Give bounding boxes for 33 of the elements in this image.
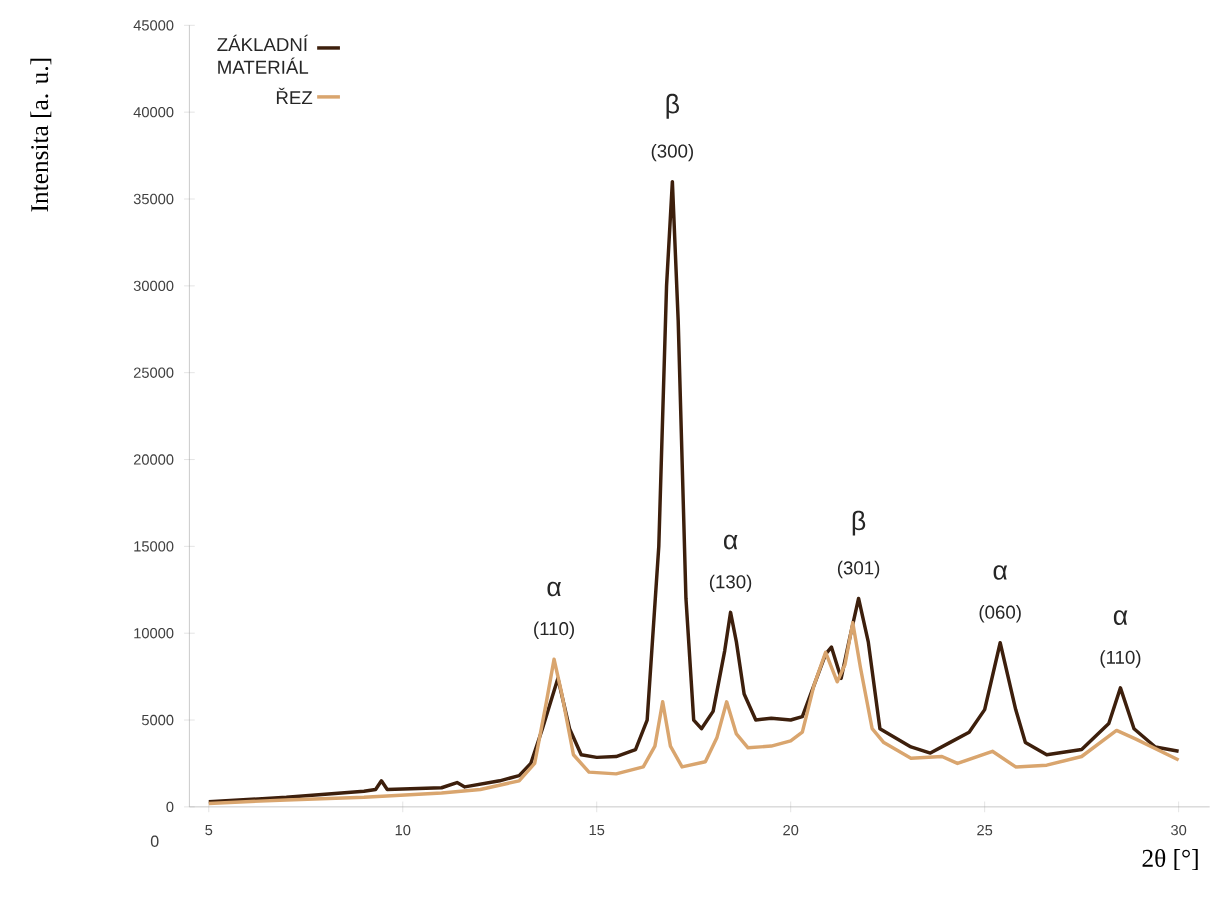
x-tick-label: 5 [205, 825, 213, 836]
annotation: (110) [1100, 650, 1141, 668]
y-tick-label: 25000 [133, 367, 174, 379]
legend-label: ZÁKLADNÍ MATERIÁL [217, 35, 309, 74]
y-tick-label: 10000 [134, 628, 174, 639]
annotation: α [723, 535, 738, 550]
x-axis-title: 2θ [°] [1142, 849, 1198, 871]
x-tick-label: 15 [589, 825, 605, 836]
y-axis-title: Intensita [a. u.] [30, 59, 52, 212]
x-tick-label: 20 [783, 825, 799, 836]
annotation: (060) [979, 605, 1021, 623]
x-tick-label: 25 [977, 825, 993, 836]
y-tick-label: 45000 [133, 20, 174, 31]
x-tick-label: 30 [1171, 825, 1187, 836]
line-series [207, 180, 1181, 804]
legend-label: ŘEZ [276, 87, 313, 105]
y-tick-label: 30000 [133, 280, 174, 292]
annotation: (130) [709, 574, 752, 593]
y-tick-label: 20000 [133, 454, 174, 465]
annotation: (300) [651, 144, 693, 162]
y-tick-label: 40000 [133, 107, 174, 118]
annotation: (110) [534, 621, 574, 640]
annotation: α [993, 565, 1008, 581]
annotation: α [1113, 610, 1128, 626]
annotation: β [666, 94, 679, 119]
y-tick-label: 35000 [133, 194, 174, 205]
y-tick-label: 0 [166, 801, 174, 813]
y-tick-label: 5000 [141, 715, 174, 726]
x-tick-label: 10 [395, 825, 411, 836]
annotation: α [547, 581, 561, 597]
annotation: β [852, 510, 866, 536]
y-tick-label: 15000 [134, 541, 174, 552]
annotation: (301) [837, 561, 880, 579]
